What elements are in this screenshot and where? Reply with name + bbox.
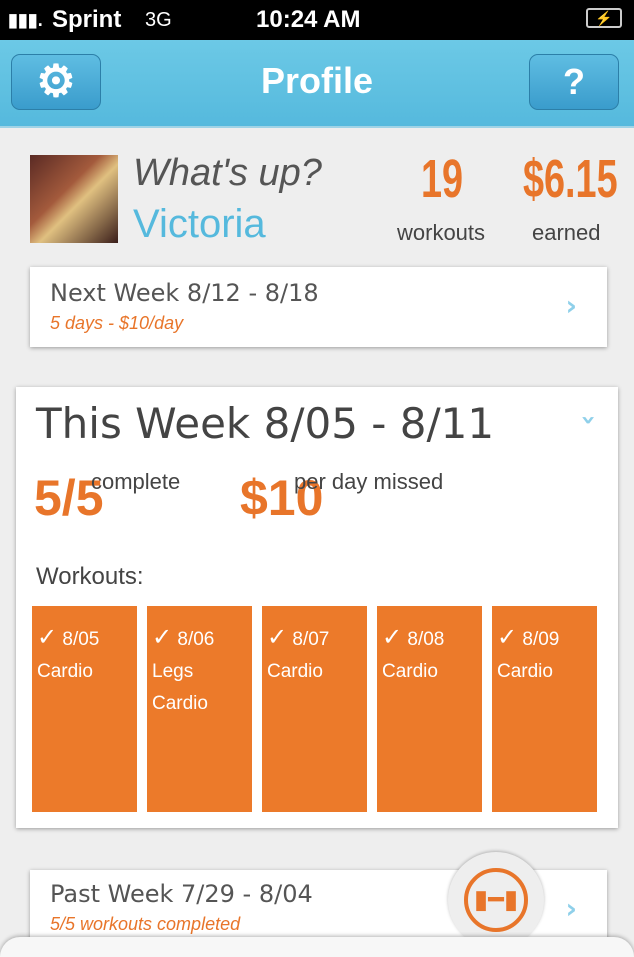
chevron-right-icon: › bbox=[565, 892, 577, 925]
workout-type: Cardio bbox=[382, 661, 438, 682]
past-week-title: Past Week 7/29 - 8/04 bbox=[50, 880, 313, 908]
workout-date: 8/06 bbox=[177, 629, 215, 650]
workout-tile[interactable]: ✓ 8/06 Legs Cardio bbox=[147, 606, 252, 812]
past-week-subtitle: 5/5 workouts completed bbox=[50, 914, 241, 934]
workouts-count: 19 bbox=[420, 149, 464, 209]
help-button[interactable]: ? bbox=[529, 54, 619, 110]
earned-amount: $6.15 bbox=[523, 149, 618, 209]
gear-icon: ⚙ bbox=[36, 57, 76, 106]
battery-icon: ⚡ bbox=[586, 8, 622, 28]
workouts-label: workouts bbox=[397, 220, 486, 245]
penalty-amount: $10 bbox=[240, 470, 324, 526]
status-bar: ▮▮▮. Sprint 3G 10:24 AM ⚡ bbox=[0, 0, 634, 40]
dumbbell-icon: ▮━▮ bbox=[464, 868, 528, 932]
workout-tile[interactable]: ✓ 8/07 Cardio bbox=[262, 606, 367, 812]
workout-type: Legs bbox=[152, 661, 194, 682]
workout-date: 8/07 bbox=[292, 629, 330, 650]
next-week-card[interactable]: Next Week 8/12 - 8/18 5 days - $10/day › bbox=[30, 267, 607, 347]
greeting: What's up? bbox=[133, 152, 322, 194]
signal-icon: ▮▮▮. bbox=[8, 10, 43, 30]
check-icon: ✓ bbox=[382, 624, 403, 651]
workout-date: 8/05 bbox=[62, 629, 100, 650]
bottom-sheet bbox=[0, 937, 634, 957]
earned-label: earned bbox=[532, 220, 601, 245]
workouts-heading: Workouts: bbox=[36, 563, 144, 590]
chevron-down-icon[interactable]: › bbox=[573, 414, 604, 426]
penalty-label: per day missed bbox=[294, 469, 444, 494]
workout-tile[interactable]: ✓ 8/05 Cardio bbox=[32, 606, 137, 812]
check-icon: ✓ bbox=[37, 624, 58, 651]
workout-type: Cardio bbox=[497, 661, 553, 682]
next-week-subtitle: 5 days - $10/day bbox=[50, 313, 184, 333]
avatar[interactable] bbox=[30, 155, 118, 243]
workout-date: 8/08 bbox=[407, 629, 445, 650]
workout-date: 8/09 bbox=[522, 629, 560, 650]
check-icon: ✓ bbox=[267, 624, 288, 651]
workout-type: Cardio bbox=[37, 661, 93, 682]
workout-type: Cardio bbox=[152, 693, 208, 714]
clock: 10:24 AM bbox=[256, 6, 361, 33]
log-workout-button[interactable]: ▮━▮ bbox=[448, 852, 544, 948]
chevron-right-icon: › bbox=[565, 289, 577, 322]
workout-type: Cardio bbox=[267, 661, 323, 682]
network: 3G bbox=[145, 9, 172, 31]
next-week-title: Next Week 8/12 - 8/18 bbox=[50, 279, 319, 307]
complete-label: complete bbox=[91, 469, 181, 494]
user-name: Victoria bbox=[133, 202, 266, 246]
check-icon: ✓ bbox=[152, 624, 173, 651]
carrier: Sprint bbox=[52, 6, 122, 33]
this-week-title: This Week 8/05 - 8/11 bbox=[36, 399, 495, 448]
page-title: Profile bbox=[260, 60, 374, 101]
workout-tile[interactable]: ✓ 8/09 Cardio bbox=[492, 606, 597, 812]
workout-tile[interactable]: ✓ 8/08 Cardio bbox=[377, 606, 482, 812]
complete-count: 5/5 bbox=[34, 470, 104, 526]
settings-button[interactable]: ⚙ bbox=[11, 54, 101, 110]
check-icon: ✓ bbox=[497, 624, 518, 651]
nav-bar: ⚙ Profile ? bbox=[0, 40, 634, 128]
